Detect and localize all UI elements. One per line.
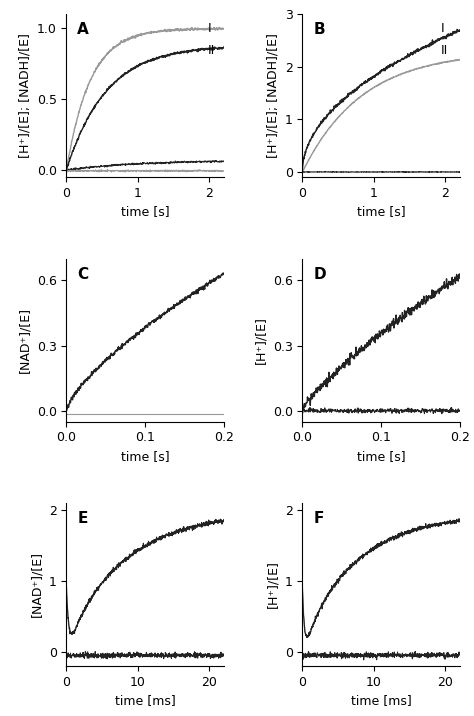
- X-axis label: time [ms]: time [ms]: [115, 694, 175, 707]
- Y-axis label: [H⁺]/[E]; [NADH]/[E]: [H⁺]/[E]; [NADH]/[E]: [266, 34, 279, 158]
- Text: I: I: [208, 22, 211, 36]
- X-axis label: time [s]: time [s]: [357, 205, 405, 218]
- Y-axis label: [H⁺]/[E]; [NADH]/[E]: [H⁺]/[E]; [NADH]/[E]: [18, 34, 31, 158]
- Text: F: F: [313, 511, 324, 526]
- Y-axis label: [NAD⁺]/[E]: [NAD⁺]/[E]: [30, 551, 43, 617]
- Text: II: II: [208, 44, 215, 57]
- X-axis label: time [s]: time [s]: [121, 205, 169, 218]
- Text: E: E: [77, 511, 88, 526]
- Y-axis label: [H⁺]/[E]: [H⁺]/[E]: [254, 316, 267, 364]
- X-axis label: time [ms]: time [ms]: [351, 694, 411, 707]
- Y-axis label: [NAD⁺]/[E]: [NAD⁺]/[E]: [18, 307, 31, 373]
- X-axis label: time [s]: time [s]: [357, 450, 405, 463]
- Y-axis label: [H⁺]/[E]: [H⁺]/[E]: [266, 561, 279, 609]
- Text: II: II: [441, 44, 448, 57]
- Text: A: A: [77, 22, 89, 37]
- Text: B: B: [313, 22, 325, 37]
- Text: C: C: [77, 267, 89, 282]
- Text: I: I: [441, 22, 445, 36]
- X-axis label: time [s]: time [s]: [121, 450, 169, 463]
- Text: D: D: [313, 267, 326, 282]
